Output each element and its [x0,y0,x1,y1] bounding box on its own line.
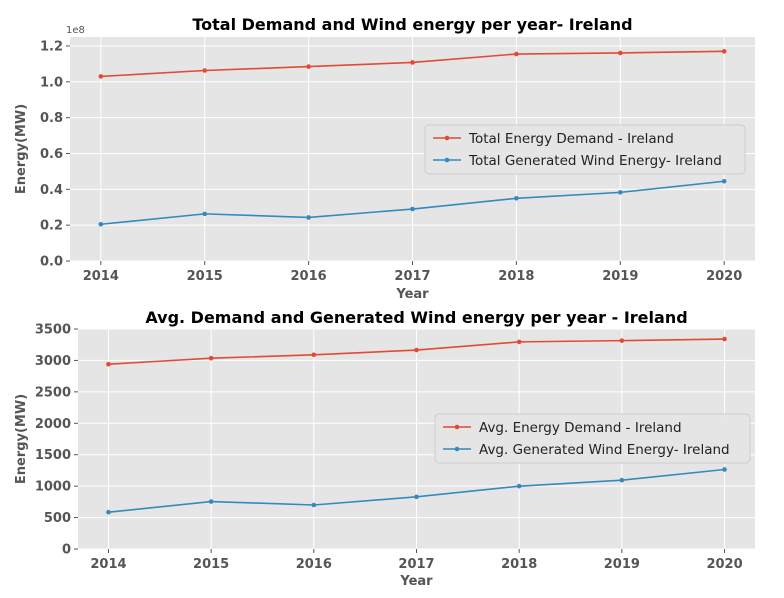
data-point [514,195,519,201]
x-tick-label: 2019 [604,557,640,572]
y-axis-label: Energy(MW) [14,104,29,194]
data-point [306,64,311,69]
y-axis-label: Energy(MW) [14,394,29,484]
legend-entry: Avg. Energy Demand - Ireland [479,420,682,436]
data-point [516,339,522,345]
data-point [311,352,317,358]
chart-title: Avg. Demand and Generated Wind energy pe… [145,308,687,327]
x-axis-label: Year [399,574,433,589]
data-point [98,221,104,227]
x-tick-label: 2014 [90,557,126,572]
legend-entry: Total Energy Demand - Ireland [468,131,674,147]
y-tick-label: 2000 [35,417,71,432]
data-point [617,50,623,56]
x-axis-label: Year [395,287,429,302]
y-tick-label: 0.0 [40,255,63,270]
data-point [619,477,625,483]
data-point [516,483,522,489]
x-tick-label: 2017 [394,269,430,284]
data-point [311,502,317,508]
data-point [106,509,111,515]
series-wind [106,467,727,515]
x-tick-label: 2016 [291,269,327,284]
y-tick-label: 3500 [35,323,71,338]
data-point [202,68,208,73]
legend-swatch-marker [444,157,450,163]
series-demand [98,49,727,79]
data-point [721,178,727,184]
legend-box [434,413,751,464]
chart-avg-demand-wind: Avg. Demand and Generated Wind energy pe… [14,308,755,589]
y-tick-label: 2500 [35,385,71,400]
data-point [722,336,727,342]
x-tick-label: 2019 [602,269,638,284]
series-demand [106,336,727,367]
x-tick-label: 2020 [706,269,742,284]
data-point [106,361,111,367]
y-axis-offset-label: 1e8 [66,25,85,36]
data-point [410,206,415,212]
x-tick-label: 2015 [187,269,223,284]
x-tick-label: 2016 [296,557,332,572]
data-point [414,347,419,353]
legend-entry: Total Generated Wind Energy- Ireland [468,153,722,169]
series-wind [98,178,727,227]
y-tick-label: 1500 [35,448,71,463]
data-point [514,51,519,57]
legend-swatch-marker [454,446,460,452]
y-tick-label: 500 [44,511,71,526]
y-tick-label: 1.0 [40,75,63,90]
y-tick-label: 3000 [35,354,71,369]
data-point [202,211,208,217]
data-point [617,190,623,195]
x-tick-label: 2015 [193,557,229,572]
data-point [722,467,727,472]
data-point [619,338,625,343]
x-tick-label: 2018 [498,269,534,284]
legend: Avg. Energy Demand - Ireland Avg. Generat… [434,413,751,464]
legend-box [424,124,746,175]
data-point [721,49,727,54]
legend: Total Energy Demand - Ireland Total Gener… [424,124,746,175]
legend-entry: Avg. Generated Wind Energy- Ireland [479,442,730,458]
data-point [208,355,214,361]
y-tick-label: 1000 [35,480,71,495]
chart-title: Total Demand and Wind energy per year- I… [192,15,632,34]
x-tick-label: 2014 [83,269,119,284]
y-tick-label: 1.2 [40,39,63,54]
legend-swatch-marker [454,424,460,430]
data-point [98,74,104,79]
data-point [410,60,415,65]
x-tick-label: 2017 [398,557,434,572]
data-point [208,499,214,504]
data-point [306,215,311,220]
y-tick-label: 0.4 [40,183,63,198]
y-tick-label: 0.8 [40,111,63,126]
legend-swatch-marker [444,135,450,141]
y-tick-label: 0.6 [40,147,63,162]
y-tick-label: 0 [62,543,71,558]
y-tick-label: 0.2 [40,219,63,234]
data-point [414,494,419,500]
x-tick-label: 2020 [706,557,742,572]
chart-total-demand-wind: Total Demand and Wind energy per year- I… [14,15,755,302]
x-tick-label: 2018 [501,557,537,572]
